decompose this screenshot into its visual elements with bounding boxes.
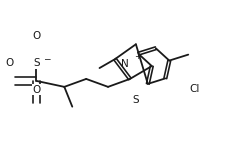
Text: O: O: [32, 31, 41, 41]
Text: O: O: [32, 85, 41, 95]
Text: S: S: [133, 95, 139, 105]
Text: O: O: [5, 58, 14, 68]
Text: −: −: [43, 55, 51, 64]
Text: +: +: [134, 52, 141, 61]
Text: Cl: Cl: [189, 84, 200, 94]
Text: N: N: [121, 59, 129, 69]
Text: S: S: [33, 58, 40, 68]
